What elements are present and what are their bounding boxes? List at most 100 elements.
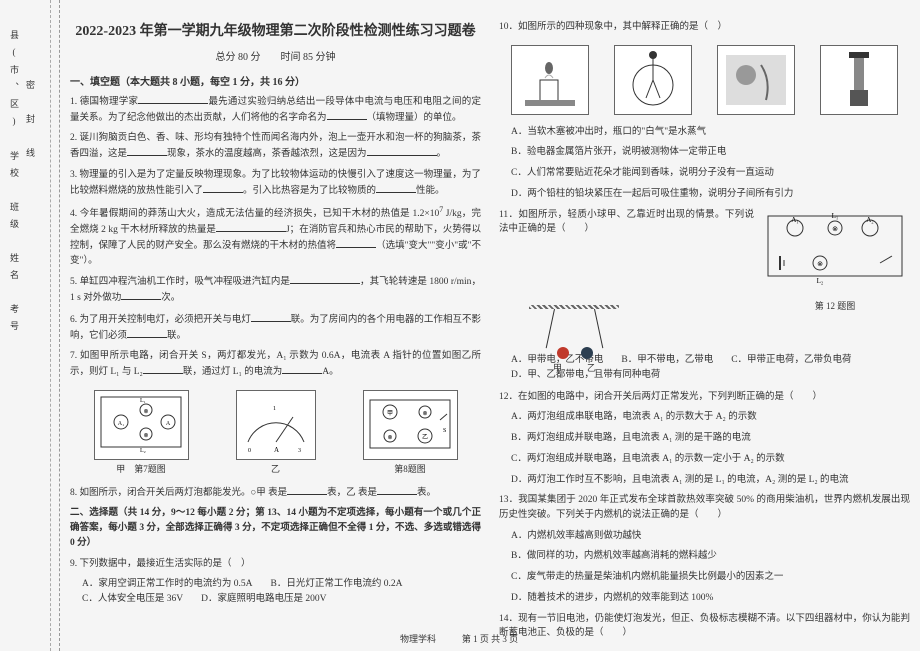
ball-jia xyxy=(557,347,569,359)
question-8: 8. 如图所示，闭合开关后两灯泡都能发光。○甲 表是表，乙 表是表。 xyxy=(70,485,481,501)
question-9-options: A．家用空调正常工作时的电流约为 0.5A B．日光灯正常工作电流约 0.2A … xyxy=(70,577,481,607)
exam-title: 2022-2023 年第一学期九年级物理第二次阶段性检测性练习习题卷 xyxy=(70,20,481,40)
blank xyxy=(377,485,417,495)
svg-text:0: 0 xyxy=(248,448,251,454)
figure-8-label: 第8题图 xyxy=(363,462,458,475)
binding-dashed-line xyxy=(50,0,51,651)
section1-head: 一、填空题（本大题共 8 小题，每空 1 分，共 16 分） xyxy=(70,73,481,88)
blank xyxy=(287,485,327,495)
blank xyxy=(121,290,161,300)
option-10B: B．验电器金属箔片张开，说明被测物体一定带正电 xyxy=(499,145,910,160)
question-11: A₁ ⊗L₁ A₂ ⊗L₂ 第 12 题图 11．如图所示，轻质小球甲、乙靠近时… xyxy=(499,208,910,293)
flower-smell-icon xyxy=(717,45,795,115)
option-13C: C．废气带走的热量是柴油机内燃机能量损失比例最小的因素之一 xyxy=(499,570,910,585)
option-13A: A．内燃机效率越高则做功越快 xyxy=(499,529,910,544)
lead-cylinders-icon xyxy=(820,45,898,115)
pend-label-yi: 乙 xyxy=(587,361,596,374)
option-11C: C．甲带正电荷，乙带负电荷 xyxy=(731,353,851,368)
question-10: 10．如图所示的四种现象中，其中解释正确的是（ ） xyxy=(499,20,910,35)
svg-text:⊗: ⊗ xyxy=(143,409,148,415)
figure-8-wrap: 甲 ⊗ ⊗ 乙 S 第8题图 xyxy=(363,390,458,475)
binding-info-fields: 县(市、区) 学校 班级 姓名 考号 xyxy=(8,30,21,338)
figure-12: A₁ ⊗L₁ A₂ ⊗L₂ 第 12 题图 xyxy=(760,208,910,293)
figure-7-jia-label: 甲 第7题图 xyxy=(94,462,189,475)
option-11B: B．甲不带电，乙带电 xyxy=(621,353,713,368)
option-13B: B．做同样的功，内燃机效率越高消耗的燃料越少 xyxy=(499,549,910,564)
svg-text:⊗: ⊗ xyxy=(387,435,392,441)
svg-text:L₂: L₂ xyxy=(140,448,146,454)
option-12C: C．两灯泡组成并联电路，且电流表 A₁ 的示数一定小于 A₂ 的示数 xyxy=(499,452,910,467)
blank xyxy=(327,110,367,120)
blank xyxy=(127,146,167,156)
blank xyxy=(143,364,183,374)
question-12: 12．在如图的电路中，闭合开关后两灯正常发光，下列判断正确的是（ ） xyxy=(499,390,910,405)
blank xyxy=(251,312,291,322)
option-12A: A．两灯泡组成串联电路，电流表 A₁ 的示数大于 A₂ 的示数 xyxy=(499,410,910,425)
ammeter-dial-icon: 0 1 3 A xyxy=(236,390,316,460)
option-9D: D．家庭照明电路电压是 200V xyxy=(201,592,326,607)
blank xyxy=(216,222,286,232)
question-13: 13．我国某集团于 2020 年正式发布全球首款热效率突破 50% 的商用柴油机… xyxy=(499,493,910,522)
svg-text:乙: 乙 xyxy=(422,434,428,441)
binding-seal-line: 密 封 线 xyxy=(24,80,37,165)
blank xyxy=(127,328,167,338)
option-12D: D．两灯泡工作时互不影响，且电流表 A₁ 测的是 L₁ 的电流，A₂ 测的是 L… xyxy=(499,473,910,488)
svg-text:A₁: A₁ xyxy=(118,421,124,427)
string-yi xyxy=(594,308,603,347)
svg-text:甲: 甲 xyxy=(387,410,393,417)
svg-text:A: A xyxy=(166,421,171,427)
circuit-diagram-icon: A₁ ⊗ L₁ A₂ ⊗ L₂ xyxy=(760,208,910,293)
pend-label-jia: 甲 xyxy=(553,361,562,374)
option-9B: B．日光灯正常工作电流约 0.2A xyxy=(270,577,402,592)
footer-page: 第 1 页 共 3 页 xyxy=(60,632,920,645)
option-12B: B．两灯泡组成并联电路，且电流表 A₁ 测的是干路的电流 xyxy=(499,431,910,446)
svg-text:L₂: L₂ xyxy=(817,277,824,285)
question-6: 6. 为了用开关控制电灯，必须把开关与电灯联。为了房间内的各个用电器的工作相互不… xyxy=(70,312,481,343)
svg-text:⊗: ⊗ xyxy=(817,260,823,268)
svg-text:3: 3 xyxy=(298,448,301,454)
cork-steam-icon xyxy=(511,45,589,115)
svg-text:⊗: ⊗ xyxy=(422,411,427,417)
pendulum-bar xyxy=(529,305,619,309)
binding-margin: 县(市、区) 学校 班级 姓名 考号 密 封 线 xyxy=(0,0,60,651)
section2-head: 二、选择题（共 14 分，9～12 每小题 2 分；第 13、14 小题为不定项… xyxy=(70,506,481,550)
circuit-diagram-icon: 甲 ⊗ ⊗ 乙 S xyxy=(363,390,458,460)
question-5: 5. 单缸四冲程汽油机工作时，吸气冲程吸进汽缸内是，其飞轮转速是 1800 r/… xyxy=(70,274,481,305)
circuit-diagram-icon: A₁ ⊗ ⊗ A L₁ L₂ xyxy=(94,390,189,460)
blank xyxy=(376,183,416,193)
figure-12-label: 第 12 题图 xyxy=(760,300,910,314)
ball-yi xyxy=(581,347,593,359)
option-10C: C．人们常常要贴近花朵才能闻到香味，说明分子没有一直运动 xyxy=(499,166,910,181)
blank xyxy=(336,238,376,248)
right-column: 10．如图所示的四种现象中，其中解释正确的是（ ） A．当软木塞被冲出时，瓶口的… xyxy=(499,20,910,641)
question-4: 4. 今年暑假期间的莽荡山大火，造成无法估量的经济损失，已知干木材的热值是 1.… xyxy=(70,204,481,268)
figure-row-10 xyxy=(499,45,910,115)
figure-11-pendulum: 甲 乙 xyxy=(519,299,629,348)
svg-text:L₁: L₁ xyxy=(832,212,839,220)
svg-text:A₁: A₁ xyxy=(791,216,799,224)
figure-7-yi-label: 乙 xyxy=(236,462,316,475)
question-9: 9. 下列数据中，最接近生活实际的是（ ） xyxy=(70,557,481,572)
option-11D: D．甲、乙都带电，且带有同种电荷 xyxy=(511,368,660,383)
blank xyxy=(290,274,360,284)
option-9A: A．家用空调正常工作时的电流约为 0.5A xyxy=(82,577,252,592)
question-7: 7. 如图甲所示电路，闭合开关 S，两灯都发光，A₁ 示数为 0.6A，电流表 … xyxy=(70,349,481,379)
question-2: 2. 诞川狗脑贡白色、香、味、形均有独特个性而闻名海内外，泡上一壶开水和泡一杯的… xyxy=(70,131,481,161)
svg-text:⊗: ⊗ xyxy=(143,433,148,439)
page-content: 2022-2023 年第一学期九年级物理第二次阶段性检测性练习习题卷 总分 80… xyxy=(60,0,920,651)
option-10D: D．两个铅柱的铅块紧压在一起后可吸住重物，说明分子间所有引力 xyxy=(499,187,910,202)
question-3: 3. 物理量的引入是为了定量反映物理现象。为了比较物体运动的快慢引入了速度这一物… xyxy=(70,168,481,198)
question-1: 1. 德国物理学家最先通过实验归纳总结出一段导体中电流与电压和电阻之间的定量关系… xyxy=(70,94,481,125)
option-10A: A．当软木塞被冲出时，瓶口的"白气"是水蒸气 xyxy=(499,125,910,140)
string-jia xyxy=(546,308,555,347)
blank xyxy=(282,364,322,374)
option-9C: C．人体安全电压是 36V xyxy=(82,592,183,607)
svg-text:⊗: ⊗ xyxy=(832,225,838,233)
svg-text:L₁: L₁ xyxy=(140,398,146,404)
svg-text:A₂: A₂ xyxy=(866,216,874,224)
svg-text:1: 1 xyxy=(273,406,276,412)
svg-text:A: A xyxy=(274,446,279,454)
exam-subtitle: 总分 80 分 时间 85 分钟 xyxy=(70,48,481,63)
left-column: 2022-2023 年第一学期九年级物理第二次阶段性检测性练习习题卷 总分 80… xyxy=(70,20,481,641)
blank xyxy=(367,146,437,156)
